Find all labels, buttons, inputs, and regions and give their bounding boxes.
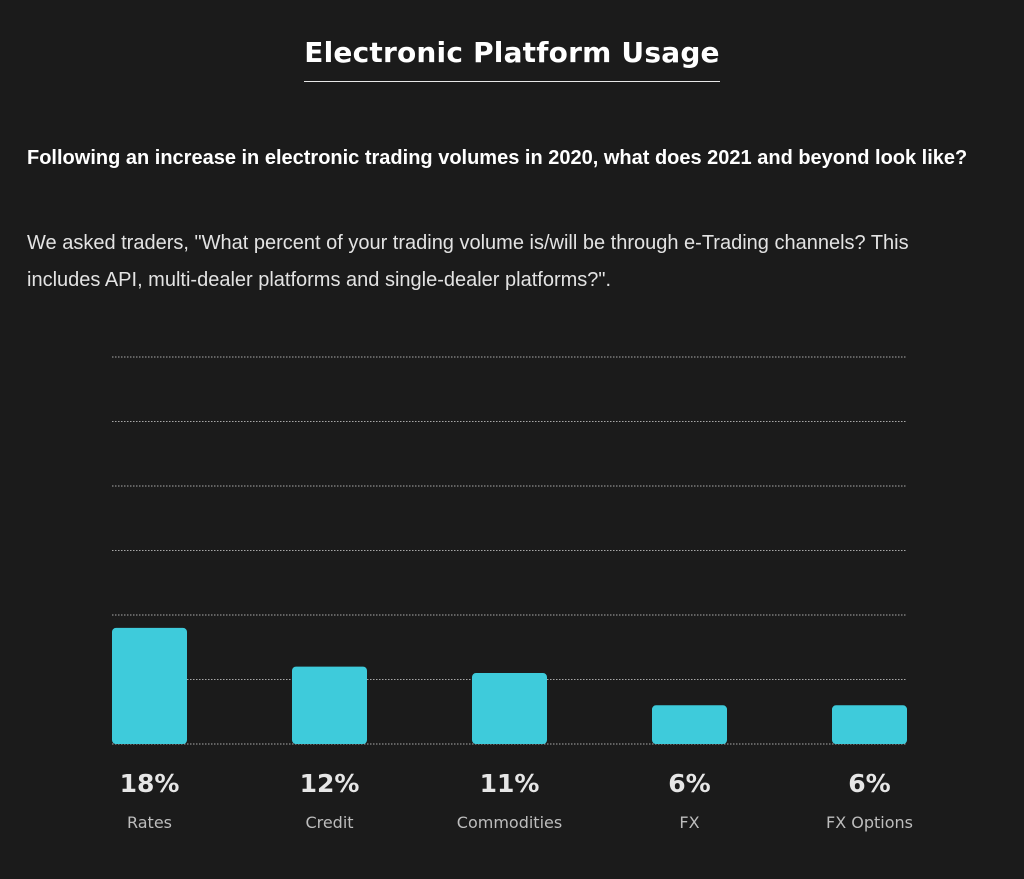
category-label: FX Options — [826, 813, 913, 832]
bar-credit — [292, 666, 367, 744]
value-label: 11% — [480, 769, 540, 798]
survey-question: Following an increase in electronic trad… — [27, 147, 968, 169]
title-wrap: Electronic Platform Usage — [0, 36, 1024, 82]
bar-fx-options — [832, 705, 907, 744]
page-title: Electronic Platform Usage — [304, 36, 720, 82]
bar-rates — [112, 627, 187, 744]
value-label: 18% — [120, 769, 180, 798]
value-label: 6% — [668, 769, 710, 798]
survey-description: We asked traders, "What percent of your … — [27, 232, 909, 291]
bars — [112, 627, 907, 744]
category-label: Commodities — [457, 813, 562, 832]
bar-commodities — [472, 673, 547, 744]
value-label: 12% — [300, 769, 360, 798]
category-label: Credit — [305, 813, 353, 832]
value-label: 6% — [848, 769, 890, 798]
category-label: FX — [679, 813, 699, 832]
category-label: Rates — [127, 813, 172, 832]
bar-fx — [652, 705, 727, 744]
labels: 18% Rates 12% Credit 11% Commodities 6% FX 6% FX … — [120, 769, 913, 832]
